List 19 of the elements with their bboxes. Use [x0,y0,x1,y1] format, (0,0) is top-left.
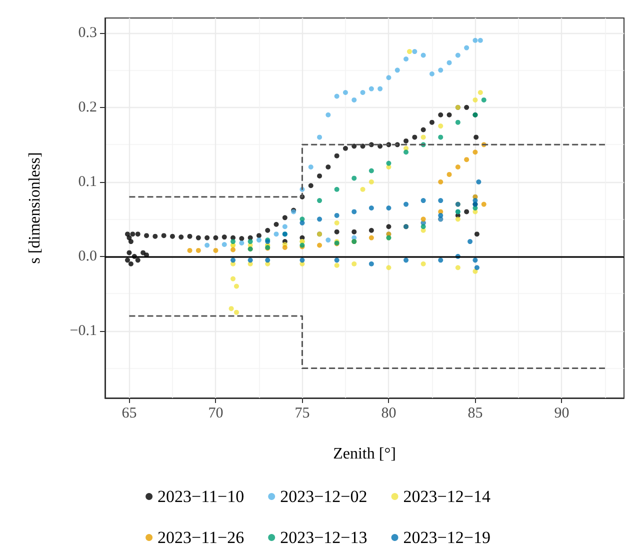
y-tick-label: 0.3 [78,24,97,41]
x-tick-label: 75 [294,406,310,422]
x-tick-label: 80 [381,406,396,422]
x-tick-label: 90 [554,406,570,422]
legend-label: 2023−12−14 [403,487,491,506]
y-tick-label: −0.1 [70,322,97,339]
x-tick-label: 85 [468,406,483,422]
x-tick-label: 65 [122,406,137,422]
legend-label: 2023−12−19 [403,528,490,547]
y-tick-label: 0.2 [78,99,97,116]
y-tick-label: 0.1 [78,174,97,190]
y-axis-title: s [dimensionless] [26,152,44,264]
legend-label: 2023−12−13 [280,528,368,547]
legend-label: 2023−11−26 [158,528,244,547]
x-tick-label: 70 [208,406,224,422]
y-tick-label: 0.0 [78,248,97,264]
legend-label: 2023−12−02 [280,487,368,506]
x-axis-title: Zenith [°] [333,446,396,462]
legend-label: 2023−11−10 [158,487,244,506]
